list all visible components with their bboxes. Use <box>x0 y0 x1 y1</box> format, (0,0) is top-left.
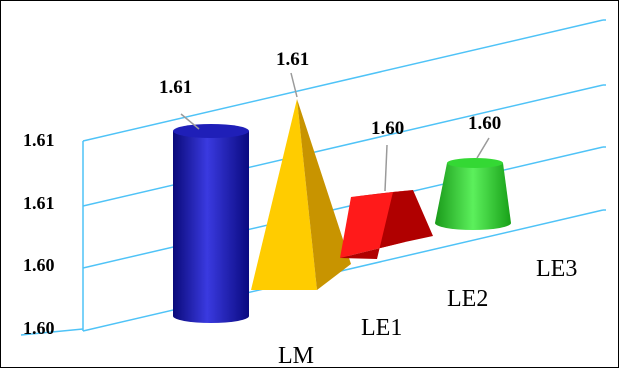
gridline <box>82 19 604 142</box>
bar-body <box>435 163 511 230</box>
bar-LM <box>173 124 249 323</box>
data-label: 1.60 <box>468 113 501 134</box>
bar-top <box>351 190 413 197</box>
y-tick-label: 1.60 <box>23 255 55 275</box>
floor-edge <box>20 328 84 336</box>
leader-line <box>476 137 490 159</box>
x-category-label: LE3 <box>536 256 577 282</box>
bars <box>173 99 511 323</box>
gridline <box>82 84 604 207</box>
bar-top <box>447 158 503 168</box>
y-axis: 1.60 1.60 1.61 1.61 <box>23 130 55 338</box>
x-category-label: LE2 <box>447 286 488 312</box>
y-tick-label: 1.61 <box>23 130 55 150</box>
data-label: 1.61 <box>276 49 309 70</box>
bar-LE1 <box>251 99 351 290</box>
bar-LE2 <box>340 190 433 259</box>
gridline <box>82 209 604 332</box>
data-label: 1.61 <box>159 77 192 98</box>
x-category-label: LM <box>278 343 314 367</box>
bar-LE3 <box>435 158 511 230</box>
leader-line <box>384 144 388 192</box>
leader-line <box>290 72 298 98</box>
leader-line <box>180 113 200 130</box>
x-category-label: LE1 <box>361 315 402 341</box>
bar-top <box>173 124 249 138</box>
y-tick-label: 1.60 <box>23 318 55 338</box>
data-labels: 1.61 1.61 1.60 1.60 <box>159 49 501 192</box>
bar-side <box>297 99 351 290</box>
y-tick-label: 1.61 <box>23 193 55 213</box>
data-label: 1.60 <box>371 118 404 139</box>
x-axis: LM LE1 LE2 LE3 <box>278 256 577 367</box>
bar-body <box>173 131 249 323</box>
bar-face <box>251 99 317 290</box>
grid-layer <box>20 19 606 336</box>
gridline <box>82 146 604 269</box>
bar-side <box>340 190 433 259</box>
